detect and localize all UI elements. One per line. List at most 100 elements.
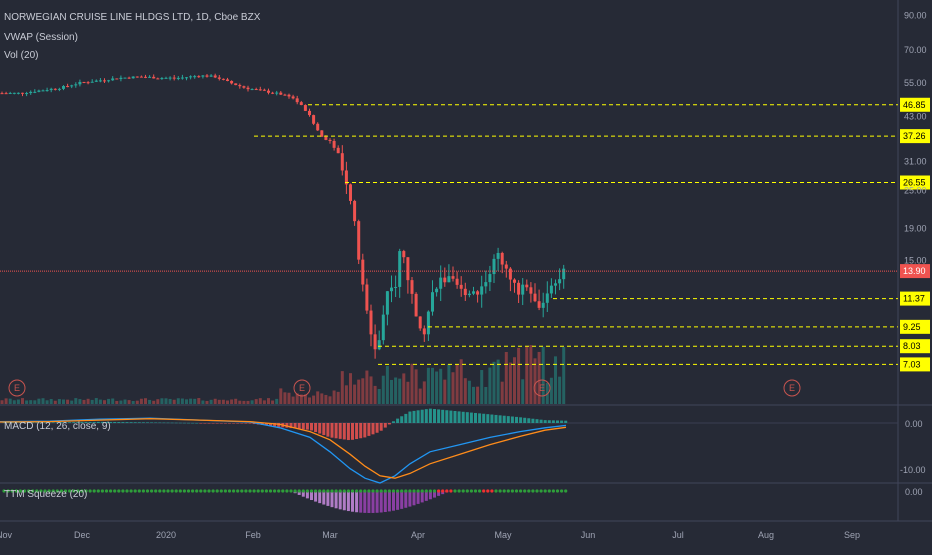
- ttm-squeeze-dot: [326, 489, 330, 493]
- level-tag: [900, 175, 930, 190]
- macd-histogram-bar: [72, 422, 76, 423]
- macd-histogram-bar: [494, 414, 498, 423]
- ttm-label[interactable]: TTM Squeeze (20): [4, 489, 87, 500]
- price-candles: [0, 73, 566, 359]
- macd-histogram-bar: [305, 423, 309, 430]
- volume-bar: [537, 351, 541, 404]
- candle-body: [291, 96, 295, 99]
- candle-body: [287, 94, 291, 97]
- volume-bar: [90, 399, 94, 404]
- candle-body: [209, 75, 213, 77]
- macd-histogram-bar: [137, 422, 141, 423]
- candle-body: [53, 88, 57, 90]
- macd-histogram-bar: [428, 408, 432, 423]
- candle-body: [353, 200, 357, 222]
- candle-body: [537, 301, 541, 308]
- volume-bar: [336, 391, 340, 404]
- macd-histogram-bar: [560, 420, 564, 423]
- volume-bar: [172, 399, 176, 404]
- indicator-label-vwap[interactable]: VWAP (Session): [4, 32, 78, 43]
- ttm-histogram-bar: [396, 491, 400, 510]
- macd-histogram-bar: [207, 423, 211, 424]
- ttm-squeeze-dot: [441, 489, 445, 493]
- macd-histogram-bar: [252, 423, 256, 425]
- candle-body: [517, 282, 521, 295]
- ttm-squeeze-dot: [273, 489, 277, 493]
- volume-bar: [41, 398, 45, 404]
- volume-bar: [98, 399, 102, 404]
- macd-histogram-bar: [105, 421, 108, 423]
- candle-body: [49, 88, 53, 91]
- macd-histogram-bar: [10, 422, 14, 423]
- macd-histogram-bar: [551, 420, 555, 423]
- ttm-squeeze-dot: [527, 489, 531, 493]
- volume-bar: [21, 398, 24, 404]
- candle-body: [508, 268, 512, 280]
- signal-line: [0, 418, 567, 479]
- ttm-tick-zero: 0.00: [905, 487, 923, 497]
- instrument-title[interactable]: NORWEGIAN CRUISE LINE HLDGS LTD, 1D, Cbo…: [4, 12, 261, 23]
- ttm-squeeze-dot: [88, 489, 92, 493]
- macd-histogram-bar: [314, 423, 318, 433]
- candle-body: [45, 90, 49, 92]
- ttm-squeeze-dot: [256, 489, 260, 493]
- ttm-squeeze-dot: [10, 489, 14, 493]
- candle-body: [283, 94, 287, 96]
- macd-label[interactable]: MACD (12, 26, close, 9): [4, 421, 111, 432]
- price-axis[interactable]: 90.00 70.00 55.00 43.00 31.00 25.00 19.00 15.00: [904, 10, 927, 265]
- ttm-histogram-bar: [408, 491, 412, 507]
- macd-histogram-bar: [187, 422, 190, 424]
- candle-body: [529, 287, 533, 294]
- macd-histogram-bar: [396, 418, 400, 423]
- earnings-marker-label: E: [299, 383, 305, 393]
- macd-histogram-bar: [387, 423, 391, 425]
- ttm-squeeze-dot: [478, 489, 482, 493]
- x-tick-label: Nov: [0, 530, 12, 540]
- indicator-label-volume[interactable]: Vol (20): [4, 50, 38, 61]
- macd-histogram-bar: [322, 423, 326, 436]
- volume-bar: [504, 352, 508, 404]
- ttm-squeeze-dot: [100, 489, 104, 493]
- ttm-squeeze-dot: [158, 489, 162, 493]
- candle-body: [447, 276, 451, 283]
- volume-bar: [62, 399, 65, 404]
- volume-bar: [508, 362, 512, 404]
- candle-body: [435, 288, 439, 293]
- time-axis[interactable]: Nov Dec 2020 Feb Mar Apr May Jun Jul Aug Sep: [0, 530, 860, 540]
- macd-histogram-bar: [543, 420, 547, 423]
- volume-bar: [193, 398, 197, 404]
- ttm-squeeze-dot: [539, 489, 543, 493]
- ttm-squeeze-dot: [55, 489, 59, 493]
- candle-body: [74, 84, 78, 86]
- volume-bar: [299, 394, 303, 404]
- volume-bar: [197, 398, 201, 404]
- candle-body: [398, 251, 402, 287]
- ttm-squeeze-dot: [486, 489, 490, 493]
- ttm-squeeze-dot: [186, 489, 191, 493]
- volume-bar: [70, 400, 74, 404]
- volume-bar: [541, 346, 545, 404]
- volume-bar: [148, 399, 152, 404]
- volume-bar: [86, 398, 90, 404]
- y-tick-label: 19.00: [904, 223, 927, 233]
- macd-histogram-bar: [2, 422, 6, 423]
- ttm-histogram-bar: [314, 491, 318, 502]
- volume-bar: [53, 400, 57, 404]
- macd-histogram-bar: [199, 423, 203, 424]
- candle-body: [275, 92, 279, 94]
- macd-histogram-bar: [277, 423, 281, 427]
- candle-body: [185, 77, 188, 79]
- macd-histogram-bar: [297, 423, 301, 429]
- volume-bar: [57, 399, 61, 404]
- x-tick-label: Jul: [672, 530, 684, 540]
- volume-bar: [258, 398, 262, 404]
- ttm-squeeze-dot: [141, 489, 145, 493]
- candle-body: [390, 287, 393, 292]
- ttm-histogram-bar: [310, 491, 313, 501]
- ttm-squeeze-dot: [96, 489, 100, 493]
- volume-bar: [558, 376, 562, 404]
- volume-bar: [111, 398, 115, 404]
